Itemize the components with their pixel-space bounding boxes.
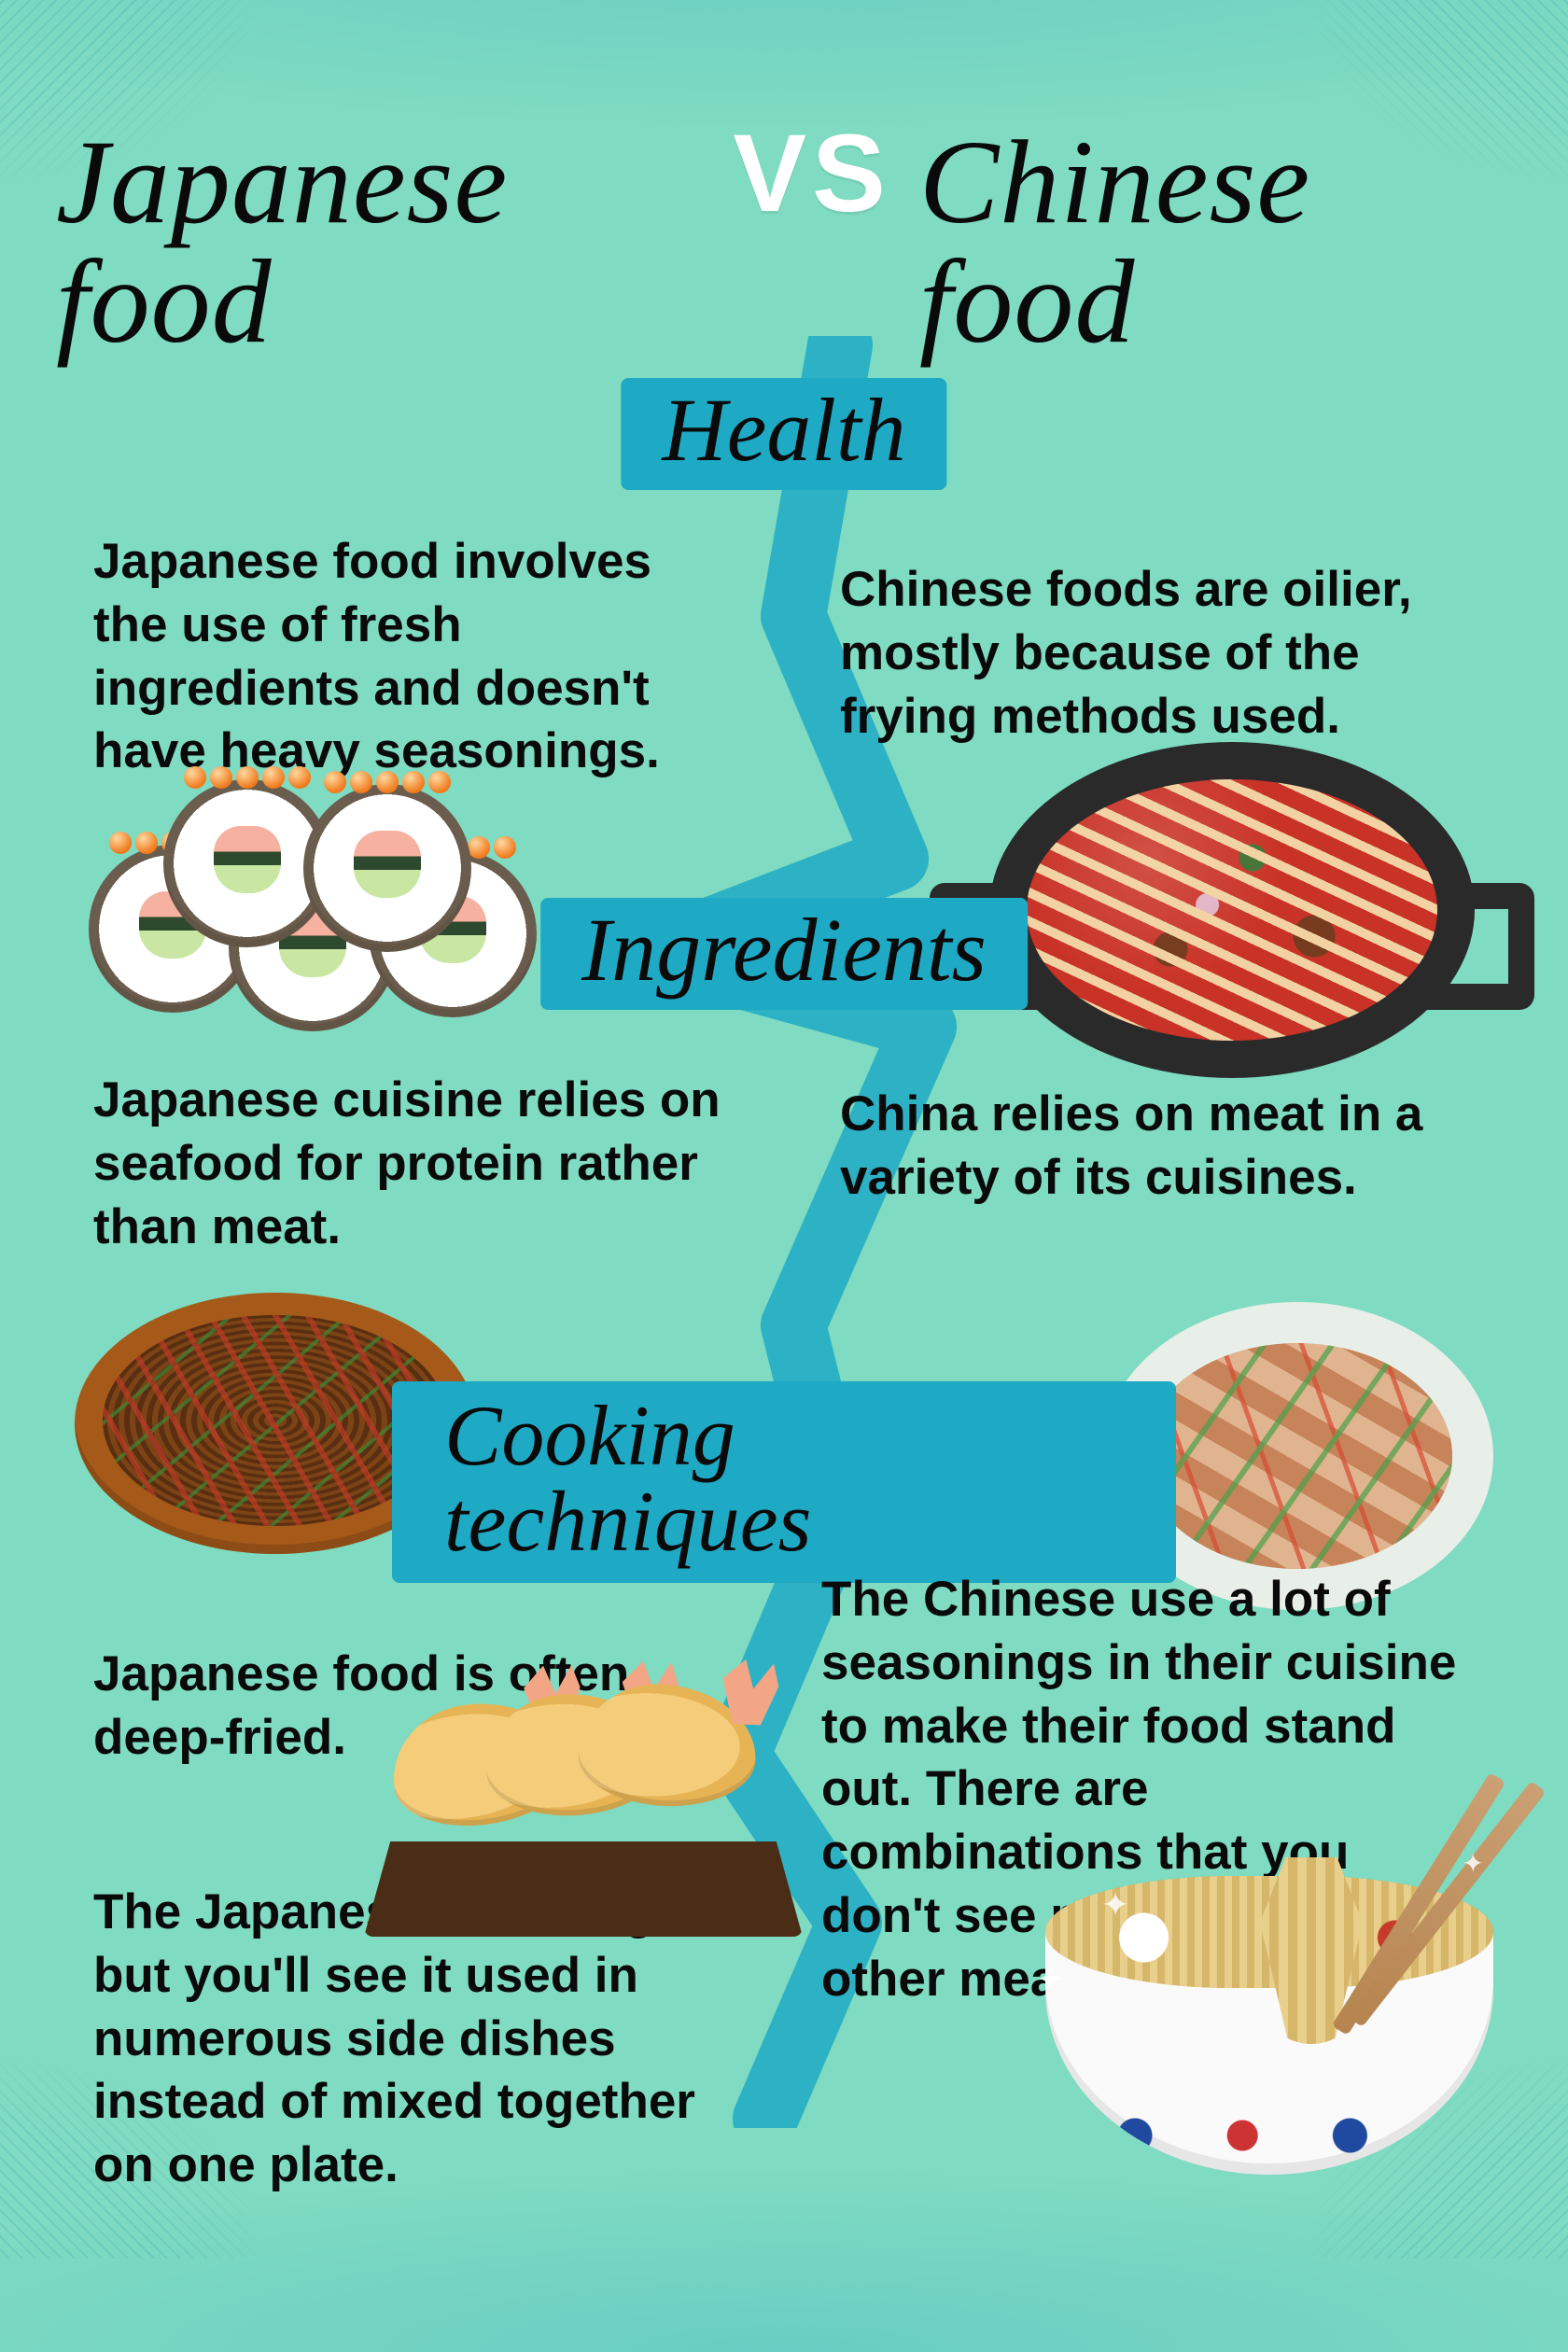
section-heading-cooking: Cooking techniques [392,1381,1176,1583]
vs-label: VS [733,110,890,237]
section-heading-health: Health [621,378,946,490]
ingredients-japanese-text: Japanese cuisine relies on seafood for p… [93,1069,728,1258]
health-japanese-text: Japanese food involves the use of fresh … [93,530,728,783]
tempura-icon [364,1685,803,1946]
title-left: Japanese food [56,122,705,361]
ramen-bowl-icon: ✦ ✦ ✦ [1045,1820,1493,2175]
sushi-rolls-icon [89,779,574,1059]
title-right: Chinese food [919,122,1512,361]
page-title: Japanese food VS Chinese food [0,121,1568,361]
ingredients-chinese-text: China relies on meat in a variety of its… [840,1083,1475,1210]
section-heading-ingredients: Ingredients [540,898,1028,1010]
hot-pot-icon [989,742,1475,1078]
health-chinese-text: Chinese foods are oilier, mostly because… [840,558,1475,748]
